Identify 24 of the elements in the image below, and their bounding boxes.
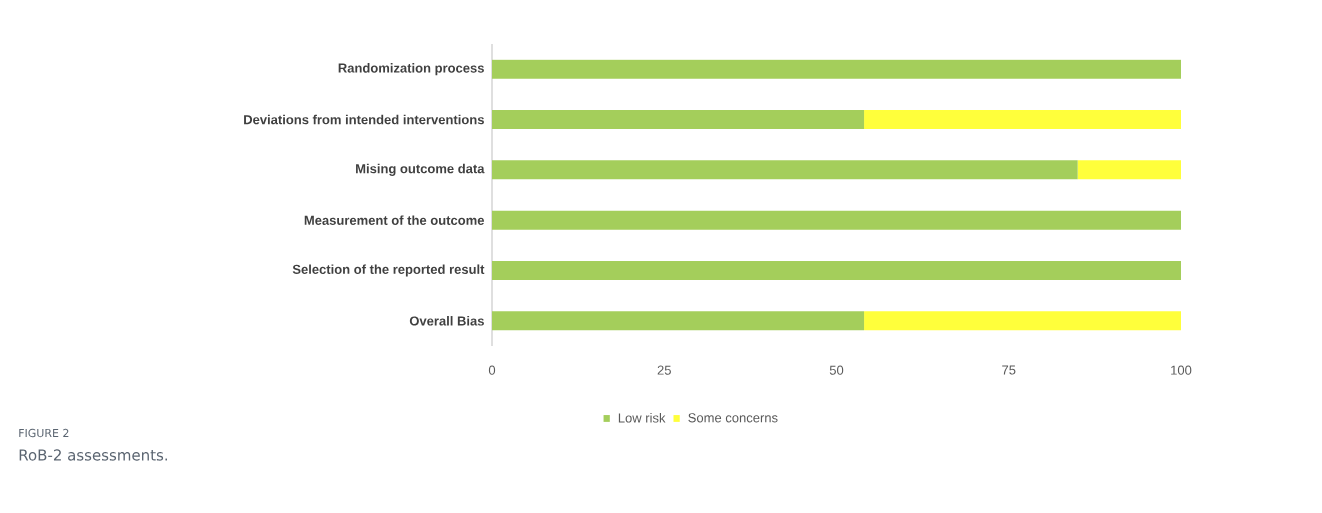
x-tick-label: 100 — [1171, 365, 1192, 375]
text: RoB-2 assessments. — [19, 449, 168, 461]
bar — [492, 311, 865, 331]
bar — [492, 210, 1181, 230]
y-tick-label: Mising outcome data — [356, 163, 485, 176]
bar — [492, 59, 1181, 79]
x-tick-label: 25 — [657, 365, 671, 375]
y-tick-label: Selection of the reported result — [292, 264, 485, 277]
bar — [492, 110, 865, 129]
bar — [1077, 160, 1181, 180]
y-tick-label: Overall Bias — [409, 316, 484, 326]
y-tick-label: Measurement of the outcome — [304, 215, 485, 225]
x-tick-label: 50 — [829, 365, 844, 375]
bar — [492, 260, 1181, 280]
x-tick-label: 0 — [488, 365, 496, 375]
caption: FIGURE 2 — [19, 428, 69, 438]
y-tick-label: Deviations from intended interventions — [244, 114, 484, 125]
legend-label: Low risk — [618, 413, 666, 423]
legend-label: Some concerns — [688, 413, 778, 423]
x-tick-label: 75 — [1002, 365, 1016, 375]
bar — [492, 160, 1078, 180]
y-tick-label: Randomization process — [338, 63, 484, 76]
bar — [864, 110, 1181, 129]
bar — [864, 311, 1181, 331]
